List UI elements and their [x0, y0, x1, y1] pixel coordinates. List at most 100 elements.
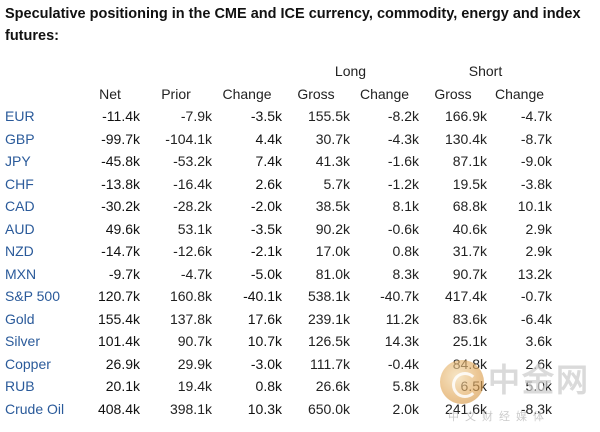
cell-change: -2.0k [250, 198, 282, 214]
cell-change: -40.1k [243, 288, 282, 304]
cell-prior: 90.7k [177, 333, 212, 349]
table-row: CAD -30.2k -28.2k -2.0k 38.5k 8.1k 68.8k 10.1k [0, 195, 552, 218]
cell-net: -30.2k [101, 198, 140, 214]
cell-change: -2.1k [250, 243, 282, 259]
cell-long-gross: 26.6k [315, 378, 350, 394]
cell-long-change: -0.6k [387, 220, 419, 237]
cell-long-gross: 239.1k [307, 310, 350, 327]
cell-long-gross: 17.0k [315, 243, 350, 259]
col-header-short-gross: Gross [434, 85, 472, 102]
cell-short-change: -6.4k [520, 310, 552, 327]
cell-net: 49.6k [105, 220, 140, 237]
row-label: GBP [5, 130, 35, 147]
cell-net: 20.1k [105, 378, 140, 394]
cell-change: 10.7k [247, 333, 282, 349]
row-label: CAD [5, 198, 35, 214]
cell-short-gross: 68.8k [452, 198, 487, 214]
cell-short-change: -3.8k [520, 175, 552, 192]
row-label: Crude Oil [5, 400, 65, 417]
cell-prior: 53.1k [177, 220, 212, 237]
row-label: CHF [5, 175, 34, 192]
column-header-row: Net Prior Change Gross Change Gross Chan… [0, 83, 552, 106]
row-label: JPY [5, 153, 31, 169]
row-label: S&P 500 [5, 288, 61, 304]
cell-long-gross: 650.0k [307, 400, 350, 417]
table-row: NZD -14.7k -12.6k -2.1k 17.0k 0.8k 31.7k 2.9k [0, 240, 552, 263]
cell-net: -9.7k [108, 265, 140, 282]
table-row: RUB 20.1k 19.4k 0.8k 26.6k 5.8k 6.5k 5.0k [0, 375, 552, 398]
positioning-table: Long Short Net Prior Change Gross Change… [0, 60, 552, 420]
cell-long-change: -1.6k [387, 153, 419, 169]
cell-long-gross: 155.5k [307, 108, 350, 124]
short-group-header: Short [468, 63, 503, 79]
cell-short-gross: 40.6k [452, 220, 487, 237]
cell-short-change: 2.6k [525, 355, 552, 372]
cell-prior: -53.2k [173, 153, 212, 169]
col-header-short-change: Change [494, 85, 545, 102]
cell-prior: -16.4k [173, 175, 212, 192]
cell-short-gross: 87.1k [452, 153, 487, 169]
row-label: Copper [5, 355, 51, 372]
cell-long-change: 5.8k [392, 378, 419, 394]
row-label: NZD [5, 243, 34, 259]
table-row: EUR -11.4k -7.9k -3.5k 155.5k -8.2k 166.9k -4.7… [0, 105, 552, 128]
cell-prior: 29.9k [177, 355, 212, 372]
row-label: RUB [5, 378, 35, 394]
cell-long-gross: 5.7k [323, 175, 350, 192]
cell-long-change: 0.8k [392, 243, 419, 259]
cell-change: -3.5k [250, 220, 282, 237]
cell-short-change: 3.6k [525, 333, 552, 349]
table-row: CHF -13.8k -16.4k 2.6k 5.7k -1.2k 19.5k -3.8k [0, 173, 552, 196]
cell-change: -5.0k [250, 265, 282, 282]
col-header-prior: Prior [161, 85, 191, 102]
page-title: Speculative positioning in the CME and I… [5, 6, 581, 44]
cell-short-gross: 19.5k [452, 175, 487, 192]
cell-change: 7.4k [255, 153, 282, 169]
cell-long-change: 2.0k [392, 400, 419, 417]
cell-prior: -28.2k [173, 198, 212, 214]
cell-net: 101.4k [97, 333, 140, 349]
cell-long-change: 11.2k [385, 310, 419, 327]
table-body: EUR -11.4k -7.9k -3.5k 155.5k -8.2k 166.9k -4.7… [0, 105, 552, 420]
cell-short-change: 2.9k [525, 220, 552, 237]
cell-short-gross: 25.1k [452, 333, 487, 349]
cell-long-change: 14.3k [384, 333, 419, 349]
cell-prior: -7.9k [180, 108, 212, 124]
cell-short-change: -8.7k [520, 130, 552, 147]
cell-short-gross: 83.6k [452, 310, 487, 327]
cell-long-gross: 41.3k [315, 153, 350, 169]
cell-long-gross: 126.5k [307, 333, 350, 349]
row-label: AUD [5, 220, 35, 237]
cell-net: -45.8k [101, 153, 140, 169]
cell-short-gross: 417.4k [444, 288, 487, 304]
cell-net: 408.4k [97, 400, 140, 417]
cell-short-gross: 6.5k [460, 378, 487, 394]
cell-long-change: -4.3k [387, 130, 419, 147]
long-group-header: Long [334, 63, 367, 79]
cell-net: -13.8k [101, 175, 140, 192]
table-row: JPY -45.8k -53.2k 7.4k 41.3k -1.6k 87.1k -9.0k [0, 150, 552, 173]
table-row: S&P 500 120.7k 160.8k -40.1k 538.1k -40.7k 417… [0, 285, 552, 308]
cell-net: 120.7k [97, 288, 140, 304]
cell-short-gross: 166.9k [444, 108, 487, 124]
cell-short-change: 10.1k [517, 198, 552, 214]
col-header-change: Change [222, 85, 272, 102]
table-row: Crude Oil 408.4k 398.1k 10.3k 650.0k 2.0k 241.… [0, 398, 552, 421]
table-row: MXN -9.7k -4.7k -5.0k 81.0k 8.3k 90.7k 13.2k [0, 263, 552, 286]
col-header-net: Net [99, 85, 121, 102]
cell-net: 26.9k [105, 355, 140, 372]
cell-short-gross: 31.7k [452, 243, 487, 259]
cell-net: -14.7k [101, 243, 140, 259]
cell-long-gross: 111.7k [310, 355, 350, 372]
cell-long-change: 8.3k [392, 265, 419, 282]
cell-short-gross: 90.7k [452, 265, 487, 282]
cell-long-gross: 81.0k [315, 265, 350, 282]
table-row: Silver 101.4k 90.7k 10.7k 126.5k 14.3k 25.1k 3.… [0, 330, 552, 353]
cell-net: -99.7k [101, 130, 140, 147]
cell-short-change: 2.9k [525, 243, 552, 259]
cell-long-change: -8.2k [387, 108, 419, 124]
col-header-long-gross: Gross [297, 85, 335, 102]
cell-long-change: -1.2k [387, 175, 419, 192]
cell-long-change: -40.7k [380, 288, 419, 304]
cell-prior: -12.6k [173, 243, 212, 259]
